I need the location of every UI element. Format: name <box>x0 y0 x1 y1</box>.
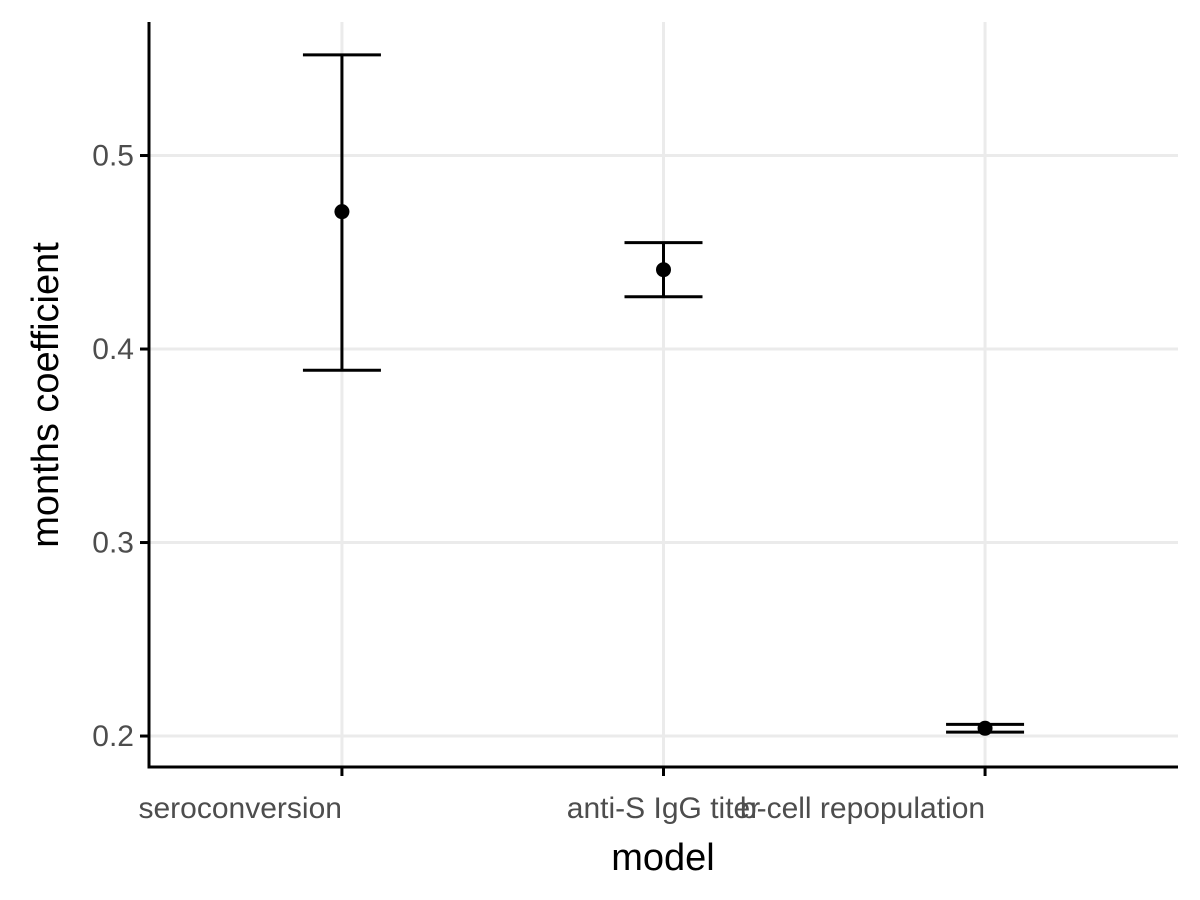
axes <box>140 22 1178 776</box>
y-tick-label: 0.4 <box>92 333 134 366</box>
x-tick-label: anti-S IgG titer <box>567 792 760 825</box>
data-marks <box>302 53 1025 736</box>
x-tick-label: seroconversion <box>139 792 342 825</box>
tick-labels: 0.2 0.3 0.4 0.5 seroconversion anti-S IgG tit… <box>92 140 985 825</box>
grid-lines <box>149 22 1178 767</box>
y-tick-label: 0.3 <box>92 527 134 560</box>
x-axis-title: model <box>611 837 715 879</box>
y-axis-title: months coefficient <box>25 242 67 548</box>
data-point <box>334 204 350 220</box>
x-tick-label: b-cell repopulation <box>740 792 985 825</box>
y-tick-label: 0.5 <box>92 140 134 173</box>
data-point <box>977 720 993 736</box>
error-bar-group <box>302 53 381 372</box>
error-bar-group <box>624 241 703 299</box>
data-point <box>656 262 671 278</box>
y-tick-label: 0.2 <box>92 720 134 753</box>
error-bar-group <box>946 720 1025 736</box>
